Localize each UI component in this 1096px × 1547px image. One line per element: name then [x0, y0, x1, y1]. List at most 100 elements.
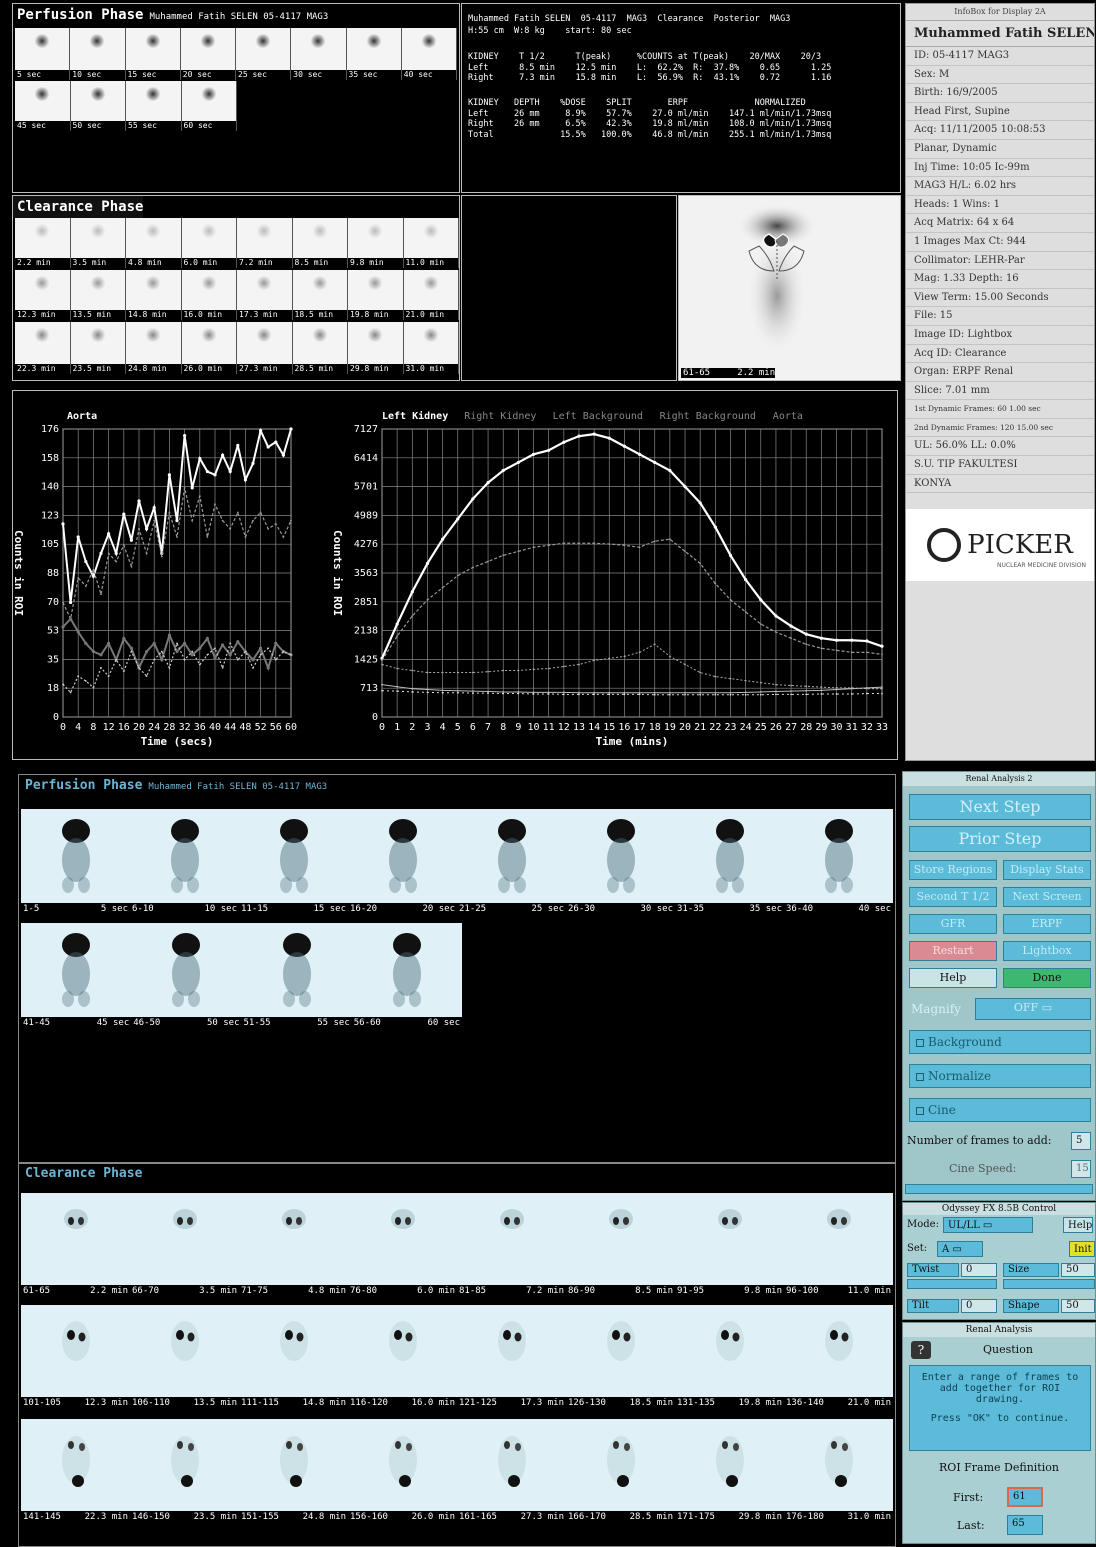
background-checkbox[interactable]: Background	[909, 1030, 1091, 1054]
infobox-header: InfoBox for Display 2A	[954, 7, 1046, 16]
data-point	[728, 553, 733, 557]
cine-speed-input[interactable]: 15	[1071, 1160, 1091, 1178]
data-point	[175, 649, 179, 654]
thumbnail-frame: 136-140 21.0 min	[784, 1305, 893, 1409]
bottom-clearance-title: Clearance Phase	[25, 1166, 143, 1181]
frame-image	[497, 1436, 526, 1487]
data-point	[191, 650, 194, 653]
data-point	[547, 448, 551, 452]
summary-header: Muhammed Fatih SELEN 05-4117 MAG3 Cleara…	[468, 14, 791, 24]
frame-image	[145, 276, 162, 290]
tilt-value[interactable]: 0	[961, 1299, 997, 1313]
frame-label: 40 sec	[401, 70, 456, 80]
twist-value[interactable]: 0	[961, 1263, 997, 1277]
shape-button[interactable]: Shape	[1003, 1299, 1059, 1313]
done-button[interactable]: Done	[1003, 968, 1091, 988]
data-point	[850, 693, 853, 695]
top-perfusion-row1: 5 sec 10 sec 15 sec 20 sec 25 sec 30 sec 35 se…	[15, 28, 457, 80]
erpf-button[interactable]: ERPF	[1003, 914, 1091, 934]
blank-panel	[461, 195, 677, 381]
data-point	[228, 653, 232, 657]
y-tick-label: 3563	[354, 568, 378, 579]
thumbnail-frame: 29.8 min	[348, 322, 404, 374]
frame-image	[281, 1209, 306, 1229]
gfr-button[interactable]: GFR	[909, 914, 997, 934]
data-point	[122, 670, 125, 673]
tilt-button[interactable]: Tilt	[907, 1299, 959, 1313]
thumbnail-frame: 101-105 12.3 min	[21, 1305, 130, 1409]
data-point	[396, 667, 399, 670]
set-select[interactable]: A ▭	[937, 1241, 983, 1257]
frame-label: 16.0 min	[181, 310, 236, 320]
data-point	[501, 468, 505, 473]
data-point	[167, 473, 171, 477]
y-axis-label: Counts in ROI	[331, 530, 344, 616]
thumbnail-frame: 16.0 min	[181, 270, 237, 320]
data-point	[865, 692, 868, 695]
data-point	[835, 693, 838, 695]
prior-step-button[interactable]: Prior Step	[909, 826, 1091, 852]
thumbnail-frame: 27.3 min	[237, 322, 293, 374]
odyssey-control-panel: Odyssey FX 8.5B Control Mode: UL/LL ▭ He…	[902, 1202, 1096, 1320]
x-tick-label: 8	[500, 722, 506, 733]
data-point	[198, 456, 202, 461]
data-point	[547, 693, 550, 695]
renal-analysis-panel: Renal Analysis 2 Next Step Prior Step St…	[902, 771, 1096, 1201]
data-point	[775, 693, 777, 696]
x-tick-label: 13	[573, 722, 585, 733]
shape-value[interactable]: 50	[1061, 1299, 1095, 1313]
frames-to-add-input[interactable]: 5	[1071, 1132, 1091, 1150]
store-regions-button[interactable]: Store Regions	[909, 860, 997, 880]
first-frame-input[interactable]: 61	[1007, 1487, 1043, 1507]
twist-button[interactable]: Twist	[907, 1263, 959, 1277]
x-tick-label: 4	[75, 722, 81, 733]
data-point	[790, 693, 792, 696]
lightbox-button[interactable]: Lightbox	[1003, 941, 1091, 961]
frame-image	[34, 224, 51, 238]
frame-image	[824, 819, 853, 893]
help-button[interactable]: Help	[909, 968, 997, 988]
data-point	[487, 560, 489, 563]
frame-image	[172, 1209, 197, 1229]
data-point	[129, 646, 133, 650]
size-slider[interactable]	[1003, 1279, 1095, 1289]
display-stats-button[interactable]: Display Stats	[1003, 860, 1091, 880]
data-point	[396, 685, 399, 688]
normalize-checkbox[interactable]: Normalize	[909, 1064, 1091, 1088]
data-point	[205, 636, 209, 641]
twist-slider[interactable]	[907, 1279, 997, 1289]
frame-label: 136-140 21.0 min	[784, 1397, 893, 1409]
odyssey-help-button[interactable]: Help	[1063, 1217, 1093, 1233]
frame-label: 55 sec	[126, 121, 181, 131]
mode-select[interactable]: UL/LL ▭	[943, 1217, 1033, 1233]
cine-checkbox[interactable]: Cine	[909, 1098, 1091, 1122]
init-button[interactable]: Init	[1069, 1241, 1095, 1257]
thumbnail-frame: 146-150 23.5 min	[130, 1419, 239, 1523]
cine-speed-slider[interactable]	[905, 1184, 1093, 1194]
frame-label: 176-180 31.0 min	[784, 1511, 893, 1523]
size-button[interactable]: Size	[1003, 1263, 1059, 1277]
frame-label: 46-50 50 sec	[131, 1017, 242, 1029]
data-point	[214, 503, 216, 506]
frame-image	[279, 819, 308, 893]
size-value[interactable]: 50	[1061, 1263, 1095, 1277]
magnify-select[interactable]: OFF ▭	[975, 998, 1091, 1020]
summary-table-row: Right 26 mm 6.5% 42.3% 19.8 ml/min 108.0…	[468, 119, 832, 129]
data-point	[714, 582, 717, 585]
y-tick-label: 123	[41, 510, 59, 521]
next-screen-button[interactable]: Next Screen	[1003, 887, 1091, 907]
data-point	[441, 537, 445, 541]
frame-label: 171-175 29.8 min	[675, 1511, 784, 1523]
data-point	[790, 637, 792, 640]
last-frame-input[interactable]: 65	[1007, 1515, 1043, 1535]
legend-entry: Right Kidney	[464, 411, 536, 422]
data-point	[593, 691, 596, 694]
second-t-half-button[interactable]: Second T 1/2	[909, 887, 997, 907]
next-step-button[interactable]: Next Step	[909, 794, 1091, 820]
restart-button[interactable]: Restart	[909, 941, 997, 961]
frame-label: 25 sec	[236, 70, 291, 80]
x-tick-label: 44	[224, 722, 236, 733]
frame-label: 26.0 min	[181, 364, 236, 374]
x-tick-label: 26	[770, 722, 782, 733]
frame-label: 17.3 min	[237, 310, 292, 320]
